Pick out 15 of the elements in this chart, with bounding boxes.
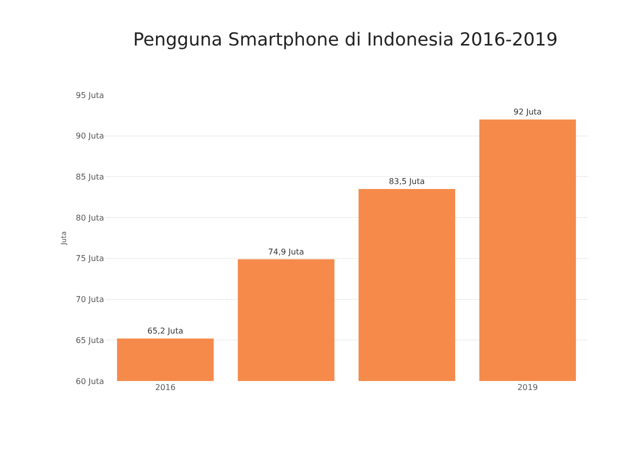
- y-tick-label: 90 Juta: [76, 132, 104, 141]
- y-tick-label: 70 Juta: [76, 295, 104, 304]
- chart-title: Pengguna Smartphone di Indonesia 2016-2019: [133, 30, 558, 51]
- data-label: 74,9 Juta: [268, 247, 304, 256]
- y-tick-label: 80 Juta: [76, 213, 104, 222]
- x-tick-label: 2016: [155, 383, 176, 392]
- data-label: 83,5 Juta: [388, 176, 425, 186]
- data-label: 65,2 Juta: [147, 326, 184, 336]
- y-tick-label: 65 Juta: [76, 336, 104, 345]
- y-tick-label: 85 Juta: [76, 172, 104, 182]
- y-tick-label: 75 Juta: [76, 254, 104, 264]
- y-tick-label: 60 Juta: [76, 376, 104, 386]
- x-tick-label: 2019: [517, 383, 538, 392]
- data-label: 92 Juta: [513, 108, 542, 117]
- y-tick-label: 95 Juta: [76, 90, 104, 100]
